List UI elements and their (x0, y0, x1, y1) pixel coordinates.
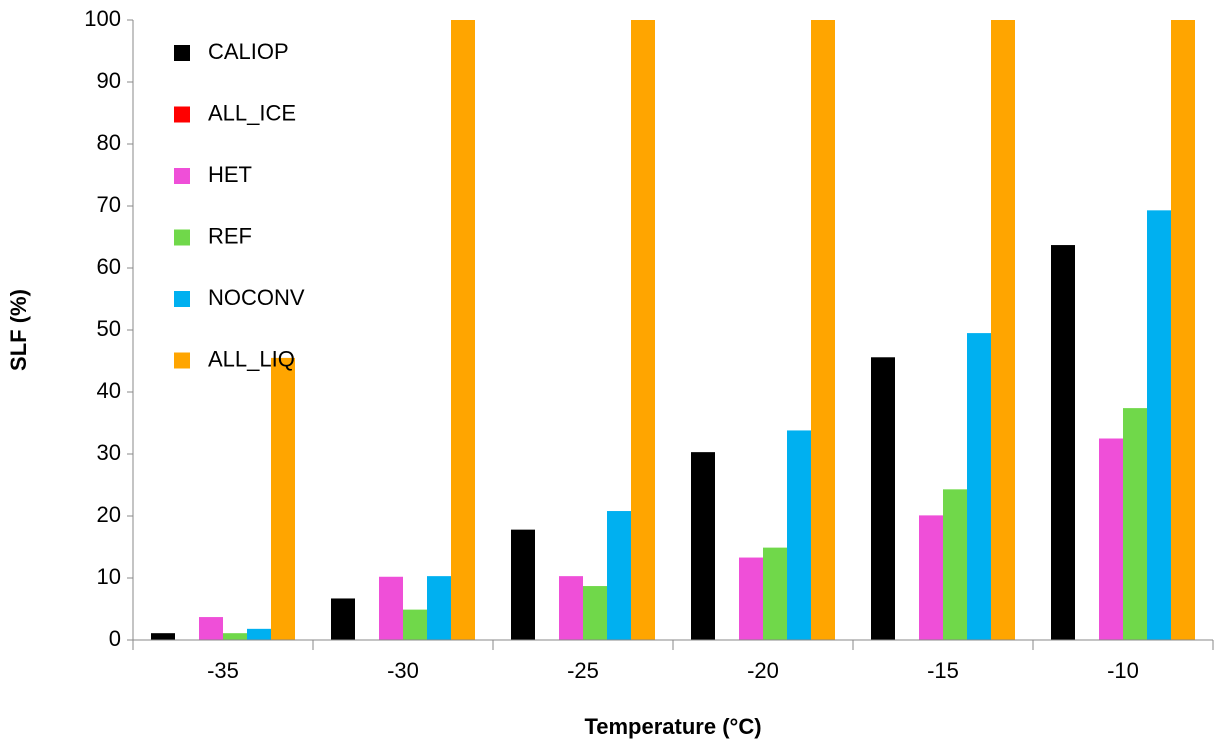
bar (739, 557, 763, 640)
bar (199, 617, 223, 640)
bar (919, 515, 943, 640)
x-axis-label: Temperature (°C) (584, 714, 761, 739)
y-tick-label: 10 (97, 564, 121, 589)
bar (691, 452, 715, 640)
bar (511, 529, 535, 640)
bar (451, 20, 475, 640)
bar (247, 628, 271, 640)
legend-label: CALIOP (208, 39, 289, 64)
bar (631, 20, 655, 640)
bar (1051, 245, 1075, 640)
bar (559, 576, 583, 640)
legend-label: NOCONV (208, 285, 305, 310)
y-tick-label: 0 (109, 626, 121, 651)
y-tick-label: 70 (97, 192, 121, 217)
bar (331, 598, 355, 640)
bar (1171, 20, 1195, 640)
y-tick-label: 20 (97, 502, 121, 527)
legend-marker (174, 168, 190, 184)
bar (1099, 438, 1123, 640)
bar (379, 576, 403, 640)
y-tick-label: 90 (97, 68, 121, 93)
bar (763, 547, 787, 640)
bar (967, 333, 991, 640)
legend-label: REF (208, 223, 252, 248)
legend-marker (174, 229, 190, 246)
bar (1123, 408, 1147, 640)
x-tick-label: -35 (207, 658, 239, 683)
y-axis-label: SLF (%) (6, 289, 31, 371)
bar (1147, 210, 1171, 640)
y-tick-label: 60 (97, 254, 121, 279)
bar (871, 357, 895, 640)
bar (787, 430, 811, 640)
bar (403, 609, 427, 640)
legend-label: ALL_LIQ (208, 346, 295, 371)
x-tick-label: -10 (1107, 658, 1139, 683)
y-tick-label: 30 (97, 440, 121, 465)
bar (223, 633, 247, 640)
y-tick-label: 50 (97, 316, 121, 341)
legend-marker (174, 291, 190, 307)
y-tick-label: 40 (97, 378, 121, 403)
y-tick-label: 80 (97, 130, 121, 155)
bar (943, 489, 967, 640)
legend-label: HET (208, 162, 252, 187)
legend-marker (174, 352, 190, 369)
bar (991, 20, 1015, 640)
x-tick-label: -15 (927, 658, 959, 683)
bar (583, 586, 607, 640)
y-tick-label: 100 (84, 6, 121, 31)
bar (271, 357, 295, 640)
bar (607, 511, 631, 640)
bar (811, 20, 835, 640)
bar (151, 633, 175, 640)
x-tick-label: -20 (747, 658, 779, 683)
bar (427, 576, 451, 640)
x-tick-label: -25 (567, 658, 599, 683)
x-tick-label: -30 (387, 658, 419, 683)
legend-marker (174, 45, 190, 61)
legend-marker (174, 106, 190, 123)
legend-label: ALL_ICE (208, 100, 296, 125)
